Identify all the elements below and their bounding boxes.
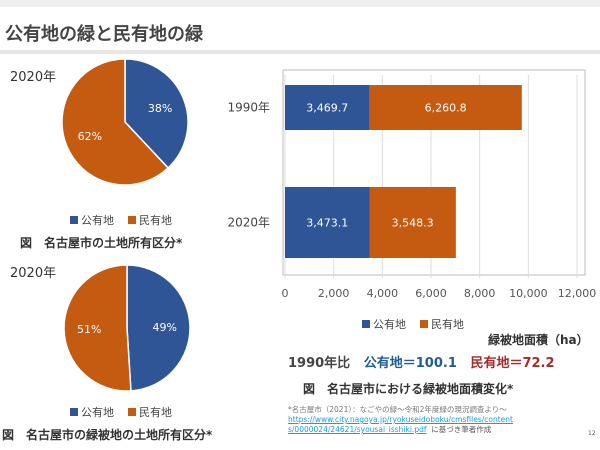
bar-chart: 0 2,000 4,000 6,000 8,000 10,000 12,000 1990年 3,… <box>227 69 597 300</box>
legend-private: 民有地 <box>431 318 464 331</box>
pie2: 49% 51% <box>63 264 191 392</box>
bar-public <box>285 85 370 130</box>
pie2-caption: 図 名古屋市の緑被地の土地所有区分* <box>2 428 213 442</box>
pie-label: 62% <box>78 130 102 143</box>
source-note: *名古屋市（2021）：なごやの緑～令和2年度緑の現況調査より～ https:/… <box>288 405 513 435</box>
y-category-label: 1990年 <box>227 101 270 115</box>
bar-data-label: 3,469.7 <box>306 102 348 115</box>
pie2-title: 2020年 <box>10 266 57 281</box>
legend-public: 公有地 <box>373 318 406 331</box>
top-band <box>0 0 600 7</box>
bar-private <box>369 187 456 258</box>
title-divider <box>0 50 600 54</box>
bar-legend: 公有地 民有地 <box>362 316 464 332</box>
x-tick-label: 4,000 <box>367 287 399 300</box>
legend-private-swatch <box>128 408 136 416</box>
bar-public <box>285 187 370 258</box>
x-tick-label: 6,000 <box>415 287 447 300</box>
source-link-cont[interactable]: s/0000024/24621/syousai_isshiki.pdf <box>288 425 427 434</box>
plot-border <box>282 69 586 276</box>
bar-caption: 図 名古屋市における緑被地面積変化* <box>303 382 514 396</box>
source-link[interactable]: https://www.city.nagoya.jp/ryokuseidobok… <box>288 415 513 424</box>
x-tick-label: 10,000 <box>509 287 548 300</box>
pie-label: 38% <box>148 102 172 115</box>
legend-public: 公有地 <box>81 214 114 227</box>
pie1-caption: 図 名古屋市の土地所有区分* <box>20 236 183 250</box>
page-title: 公有地の緑と民有地の緑 <box>5 24 203 45</box>
ratio-public: 公有地＝100.1 <box>363 356 457 371</box>
bar-data-label: 3,473.1 <box>306 217 348 230</box>
x-tick-label: 12,000 <box>558 287 597 300</box>
legend-private-swatch <box>128 216 136 224</box>
bar-xlabel: 緑被地面積（ha） <box>488 333 589 347</box>
legend-public-swatch <box>70 408 78 416</box>
pie-slice-public <box>126 264 191 392</box>
x-tick-label: 2,000 <box>318 287 350 300</box>
pie-slice-private <box>61 58 170 186</box>
source-text: *名古屋市（2021）：なごやの緑～令和2年度緑の現況調査より～ <box>288 405 507 414</box>
x-tick-label: 0 <box>282 287 289 300</box>
legend-public-swatch <box>70 216 78 224</box>
legend-private: 民有地 <box>139 406 172 419</box>
pie-slice-private <box>63 264 132 392</box>
bar-private <box>369 85 522 130</box>
pie-label: 51% <box>77 323 101 336</box>
pie-slice-public <box>124 58 189 169</box>
bar-data-label: 6,260.8 <box>425 102 467 115</box>
source-suffix: に基づき筆者作成 <box>431 425 492 434</box>
pie1-title: 2020年 <box>10 70 57 85</box>
ratio-label: 1990年比 <box>288 356 351 371</box>
legend-private: 民有地 <box>139 214 172 227</box>
legend-public: 公有地 <box>81 406 114 419</box>
x-tick-label: 8,000 <box>464 287 496 300</box>
legend-private-swatch <box>420 320 428 328</box>
legend-public-swatch <box>362 320 370 328</box>
bar-data-label: 3,548.3 <box>392 217 434 230</box>
ratio-row: 1990年比 公有地＝100.1 民有地＝72.2 <box>288 352 555 371</box>
pie-label: 49% <box>153 321 177 334</box>
y-category-label: 2020年 <box>227 216 270 230</box>
page-number: 12 <box>588 430 596 437</box>
pie1: 38% 62% <box>61 58 189 186</box>
pie1-legend: 公有地 民有地 <box>70 212 172 228</box>
ratio-private: 民有地＝72.2 <box>470 356 555 371</box>
pie2-legend: 公有地 民有地 <box>70 404 172 420</box>
